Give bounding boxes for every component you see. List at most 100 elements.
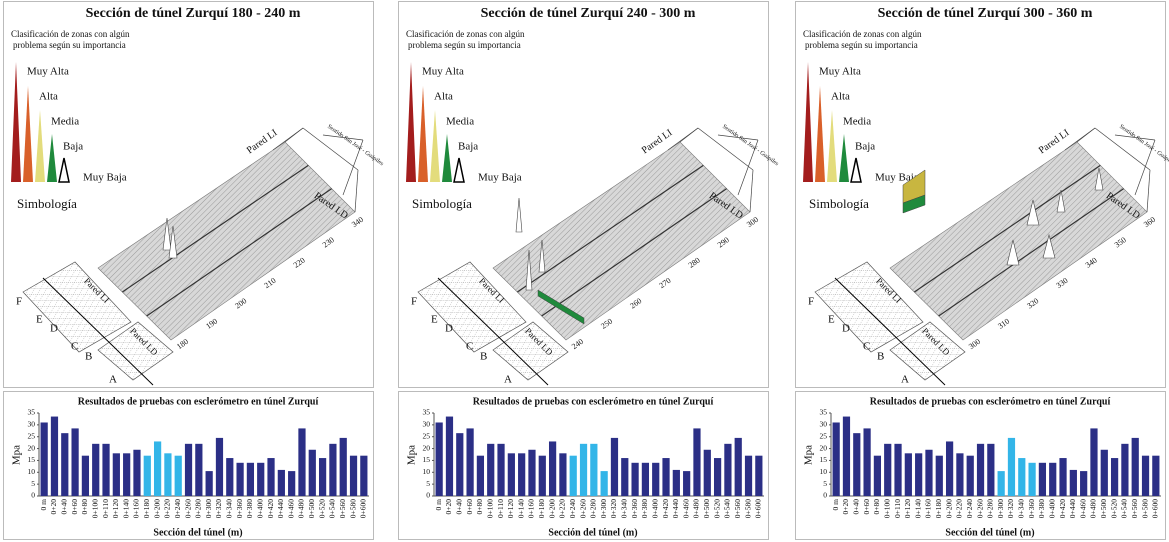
bar [967, 456, 974, 496]
bar [267, 458, 274, 496]
bar [724, 444, 731, 496]
station-label: 270 [658, 276, 673, 290]
wireframe [1095, 128, 1150, 170]
panel-title: Sección de túnel Zurquí 240 - 300 m [481, 6, 696, 21]
bar [631, 463, 638, 496]
x-tick-label: 0+110 [496, 499, 505, 518]
x-tick-label: 0+560 [1130, 499, 1139, 518]
bar [956, 453, 963, 496]
bar [755, 456, 762, 496]
bar [1070, 470, 1077, 496]
x-tick-label: 0+180 [142, 499, 151, 518]
legend-cone [430, 110, 440, 182]
x-tick-label: 0+120 [903, 499, 912, 518]
x-tick-label: 0+240 [173, 499, 182, 518]
x-tick-label: 0+340 [1017, 499, 1026, 518]
bar [466, 428, 473, 496]
bar [662, 458, 669, 496]
bar [1111, 458, 1118, 496]
y-tick-label: 15 [28, 455, 36, 464]
bar [853, 433, 860, 496]
bar [549, 441, 556, 496]
section-letter: B [480, 351, 487, 363]
bar [894, 444, 901, 496]
bar [590, 444, 597, 496]
legend-label: Muy Alta [819, 66, 861, 78]
panel: Sección de túnel Zurquí 300 - 360 mClasi… [796, 2, 1169, 540]
bar [642, 463, 649, 496]
x-tick-label: 0+60 [70, 499, 79, 515]
x-tick-label: 0+60 [862, 499, 871, 515]
x-tick-label: 0+500 [1099, 499, 1108, 518]
wireframe [355, 170, 358, 212]
section-letter: A [901, 374, 909, 386]
station-label: 250 [599, 317, 614, 331]
legend-cone [47, 134, 57, 182]
station-label: 180 [175, 337, 190, 351]
station-label: 280 [687, 256, 702, 270]
y-tick-label: 35 [423, 408, 431, 417]
legend-label: Media [843, 116, 871, 128]
bar [1080, 471, 1087, 496]
legend-label: Alta [39, 91, 58, 103]
x-tick-label: 0+600 [1151, 499, 1160, 518]
station-label: 360 [1142, 215, 1157, 229]
bar [278, 470, 285, 496]
x-tick-label: 0 m [39, 499, 48, 511]
x-tick-label: 0+380 [640, 499, 649, 518]
x-tick-label: 0+160 [924, 499, 933, 518]
chart-title: Resultados de pruebas con esclerómetro e… [473, 396, 714, 407]
bar [1008, 438, 1015, 496]
x-tick-label: 0+520 [712, 499, 721, 518]
x-tick-label: 0+140 [913, 499, 922, 518]
y-tick-label: 10 [423, 467, 431, 476]
station-label: 350 [1113, 235, 1128, 249]
legend-label: Alta [831, 91, 850, 103]
bar [226, 458, 233, 496]
y-tick-label: 20 [28, 443, 36, 452]
x-tick-label: 0+260 [975, 499, 984, 518]
bar [102, 444, 109, 496]
x-tick-label: 0+110 [893, 499, 902, 518]
bar [82, 456, 89, 496]
x-tick-label: 0+80 [80, 499, 89, 515]
legend-label: Muy Baja [83, 172, 127, 184]
bar [1121, 444, 1128, 496]
y-tick-label: 20 [820, 443, 828, 452]
bar [257, 463, 264, 496]
x-tick-label: 0+220 [955, 499, 964, 518]
bar [350, 456, 357, 496]
y-tick-label: 15 [423, 455, 431, 464]
anomaly-peak [516, 198, 522, 232]
x-tick-label: 0+80 [475, 499, 484, 515]
bar [41, 422, 48, 496]
bar [247, 463, 254, 496]
x-tick-label: 0+260 [578, 499, 587, 518]
y-tick-label: 30 [820, 420, 828, 429]
y-axis-label: Mpa [11, 445, 23, 465]
legend-label: Alta [434, 91, 453, 103]
bar [288, 471, 295, 496]
legend-caption: Simbología [17, 196, 77, 211]
y-tick-label: 10 [28, 467, 36, 476]
bar [673, 470, 680, 496]
y-tick-label: 10 [820, 467, 828, 476]
section-letter: D [842, 323, 850, 335]
y-tick-label: 20 [423, 443, 431, 452]
section-letter: A [504, 374, 512, 386]
x-tick-label: 0+540 [1120, 499, 1129, 518]
chart-title: Resultados de pruebas con esclerómetro e… [78, 396, 319, 407]
bar [1132, 438, 1139, 496]
section-letter: E [828, 314, 835, 326]
bar [601, 471, 608, 496]
station-label: 300 [967, 337, 982, 351]
bar [936, 456, 943, 496]
x-tick-label: 0+520 [1109, 499, 1118, 518]
bar [164, 453, 171, 496]
station-label: 230 [321, 235, 336, 249]
legend-cone [839, 134, 849, 182]
x-tick-label: 0+440 [276, 499, 285, 518]
y-tick-label: 25 [423, 431, 431, 440]
y-tick-label: 25 [28, 431, 36, 440]
x-tick-label: 0+40 [852, 499, 861, 515]
